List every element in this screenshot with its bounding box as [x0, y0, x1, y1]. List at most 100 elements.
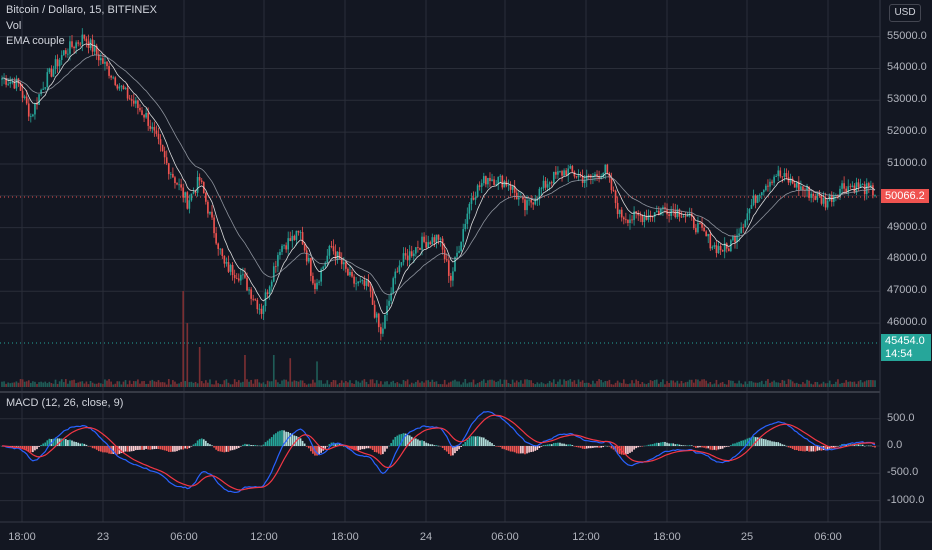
macd-histogram-bar	[865, 445, 868, 446]
volume-bar	[32, 381, 34, 387]
macd-histogram-bar	[540, 446, 543, 447]
volume-bar	[787, 379, 790, 387]
volume-bar	[431, 379, 434, 387]
volume-bar	[837, 379, 839, 387]
symbol-title[interactable]: Bitcoin / Dollaro, 15, BITFINEX	[6, 4, 157, 16]
volume-bar	[342, 382, 345, 387]
macd-histogram-bar	[598, 446, 600, 448]
volume-bar	[456, 381, 458, 387]
volume-bar	[147, 383, 150, 387]
macd-histogram-bar	[93, 446, 96, 449]
ema-indicator-label[interactable]: EMA couple	[6, 35, 65, 47]
candle-body	[837, 195, 839, 197]
candle-body	[585, 175, 588, 181]
macd-histogram-bar	[487, 440, 489, 446]
volume-bar	[662, 379, 664, 387]
candle-body	[349, 271, 351, 276]
macd-histogram-bar	[730, 445, 732, 446]
volume-bar	[233, 379, 236, 387]
candle-body	[404, 253, 407, 256]
candle-body	[454, 256, 456, 272]
volume-bar	[375, 380, 378, 387]
macd-histogram-bar	[495, 446, 497, 447]
macd-histogram-bar	[758, 437, 761, 446]
macd-histogram-bar	[721, 446, 724, 449]
volume-bar	[23, 381, 26, 387]
candle-body	[93, 45, 96, 52]
macd-histogram-bar	[678, 444, 681, 446]
volume-bar	[447, 382, 450, 387]
candle-body	[721, 250, 724, 252]
volume-bar	[410, 382, 413, 387]
candle-body	[106, 61, 108, 67]
candle-body	[668, 214, 670, 216]
macd-histogram-bar	[585, 446, 588, 449]
volume-bar	[291, 381, 294, 387]
macd-histogram-bar	[474, 436, 477, 446]
volume-bar	[151, 379, 154, 387]
macd-histogram-bar	[194, 443, 197, 446]
volume-bar	[297, 381, 300, 387]
volume-bar	[262, 382, 265, 387]
candle-body	[229, 264, 232, 272]
macd-histogram-bar	[604, 445, 607, 447]
volume-bar	[765, 380, 767, 387]
volume-bar	[301, 380, 304, 387]
volume-bar	[7, 382, 10, 387]
volume-bar	[283, 379, 285, 387]
volume-bar	[13, 382, 16, 387]
candle-body	[246, 277, 248, 291]
volume-bar	[614, 382, 617, 387]
volume-bar	[684, 382, 687, 387]
macd-histogram-bar	[328, 444, 331, 446]
volume-bar	[536, 382, 539, 387]
volume-bar	[816, 382, 819, 387]
candle-body	[100, 58, 102, 61]
candle-body	[497, 176, 500, 185]
volume-bar	[60, 379, 63, 387]
volume-bar	[165, 384, 168, 387]
macd-histogram-bar	[458, 446, 460, 450]
macd-histogram-bar	[209, 444, 211, 446]
macd-histogram-bar	[676, 443, 679, 446]
volume-bar	[248, 381, 250, 387]
candle-body	[283, 245, 285, 247]
volume-bar	[256, 379, 259, 387]
volume-bar	[21, 379, 24, 387]
candle-body	[62, 50, 65, 56]
macd-histogram-bar	[579, 446, 582, 448]
macd-histogram-bar	[355, 446, 357, 451]
macd-histogram-bar	[229, 446, 232, 451]
candle-body	[660, 208, 662, 215]
macd-histogram-bar	[756, 437, 759, 446]
macd-histogram-bar	[305, 446, 308, 447]
macd-histogram-bar	[793, 446, 796, 451]
volume-bar	[598, 379, 600, 387]
macd-indicator-label[interactable]: MACD (12, 26, close, 9)	[6, 397, 124, 409]
volume-bar	[627, 384, 629, 387]
candle-body	[371, 291, 374, 305]
volume-bar	[77, 382, 80, 387]
volume-bar	[388, 384, 390, 387]
candle-body	[19, 83, 22, 91]
volume-bar	[647, 382, 650, 387]
volume-bar	[672, 380, 675, 387]
macd-histogram-bar	[248, 444, 250, 446]
macd-histogram-bar	[231, 446, 234, 451]
macd-histogram-bar	[466, 439, 469, 446]
currency-selector[interactable]: USD	[889, 4, 921, 22]
volume-bar	[219, 384, 222, 387]
macd-histogram-bar	[60, 438, 63, 446]
volume-bar	[762, 384, 765, 387]
candle-body	[81, 34, 84, 45]
volume-bar	[244, 355, 246, 387]
candle-body	[857, 182, 860, 188]
macd-histogram-bar	[240, 446, 242, 447]
candle-body	[573, 171, 576, 177]
volume-bar	[612, 384, 615, 387]
volume-indicator-label[interactable]: Vol	[6, 20, 22, 32]
candle-body	[231, 264, 234, 276]
candle-body	[437, 234, 440, 240]
